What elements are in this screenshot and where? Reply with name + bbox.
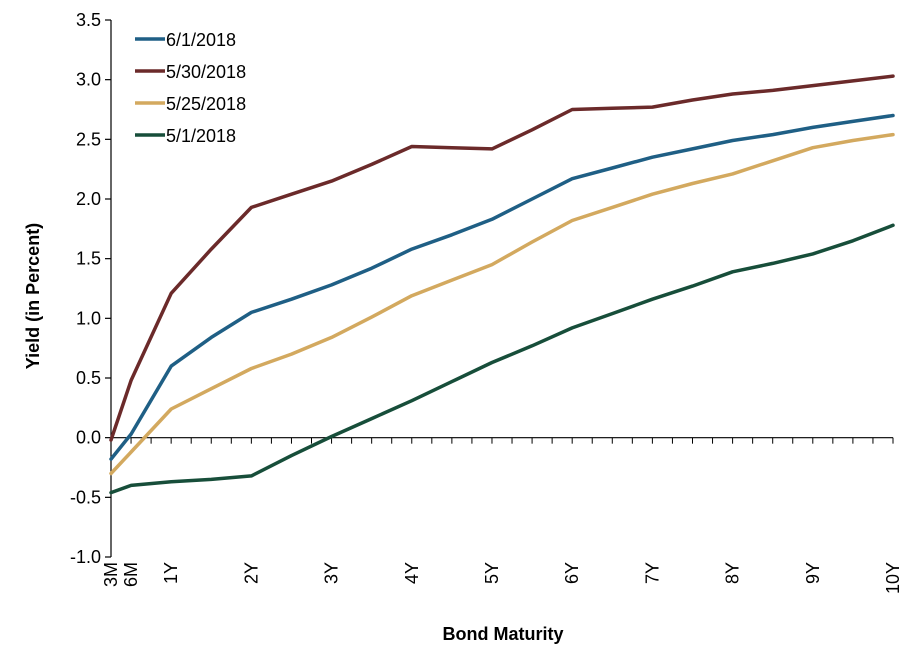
y-tick-label: 0.5 <box>76 368 101 388</box>
x-tick-label: 4Y <box>402 562 422 584</box>
y-tick-label: 1.0 <box>76 308 101 328</box>
legend-label: 5/30/2018 <box>166 62 246 82</box>
legend-label: 5/1/2018 <box>166 126 236 146</box>
legend-label: 6/1/2018 <box>166 30 236 50</box>
series-line <box>109 223 895 495</box>
y-axis-title: Yield (in Percent) <box>23 223 43 369</box>
x-tick-label: 8Y <box>723 562 743 584</box>
series-line <box>109 132 895 476</box>
y-tick-label: -1.0 <box>70 547 101 567</box>
x-tick-label: 3Y <box>322 562 342 584</box>
x-tick-label: 6Y <box>562 562 582 584</box>
x-tick-label: 5Y <box>482 562 502 584</box>
x-tick-label: 6M <box>121 562 141 587</box>
legend-label: 5/25/2018 <box>166 94 246 114</box>
series-line <box>109 113 895 461</box>
x-axis-title: Bond Maturity <box>443 624 564 644</box>
x-tick-label: 9Y <box>803 562 823 584</box>
x-tick-label: 10Y <box>883 562 903 594</box>
y-tick-label: 3.5 <box>76 10 101 30</box>
y-tick-label: 1.5 <box>76 249 101 269</box>
series-line <box>109 74 895 442</box>
x-tick-label: 7Y <box>642 562 662 584</box>
plot-area: -1.0 -0.5 0.0 0.5 1.0 1.5 2.0 2.5 3.0 3.5 3M 6M 1Y 2Y… <box>70 10 903 594</box>
x-tick-label: 3M <box>101 562 121 587</box>
y-tick-label: 2.0 <box>76 189 101 209</box>
x-tick-label: 2Y <box>241 562 261 584</box>
y-tick-label: -0.5 <box>70 487 101 507</box>
y-tick-label: 0.0 <box>76 428 101 448</box>
y-tick-label: 2.5 <box>76 129 101 149</box>
legend: 6/1/2018 5/30/2018 5/25/2018 5/1/2018 <box>135 30 246 146</box>
y-tick-label: 3.0 <box>76 70 101 90</box>
x-tick-label: 1Y <box>161 562 181 584</box>
